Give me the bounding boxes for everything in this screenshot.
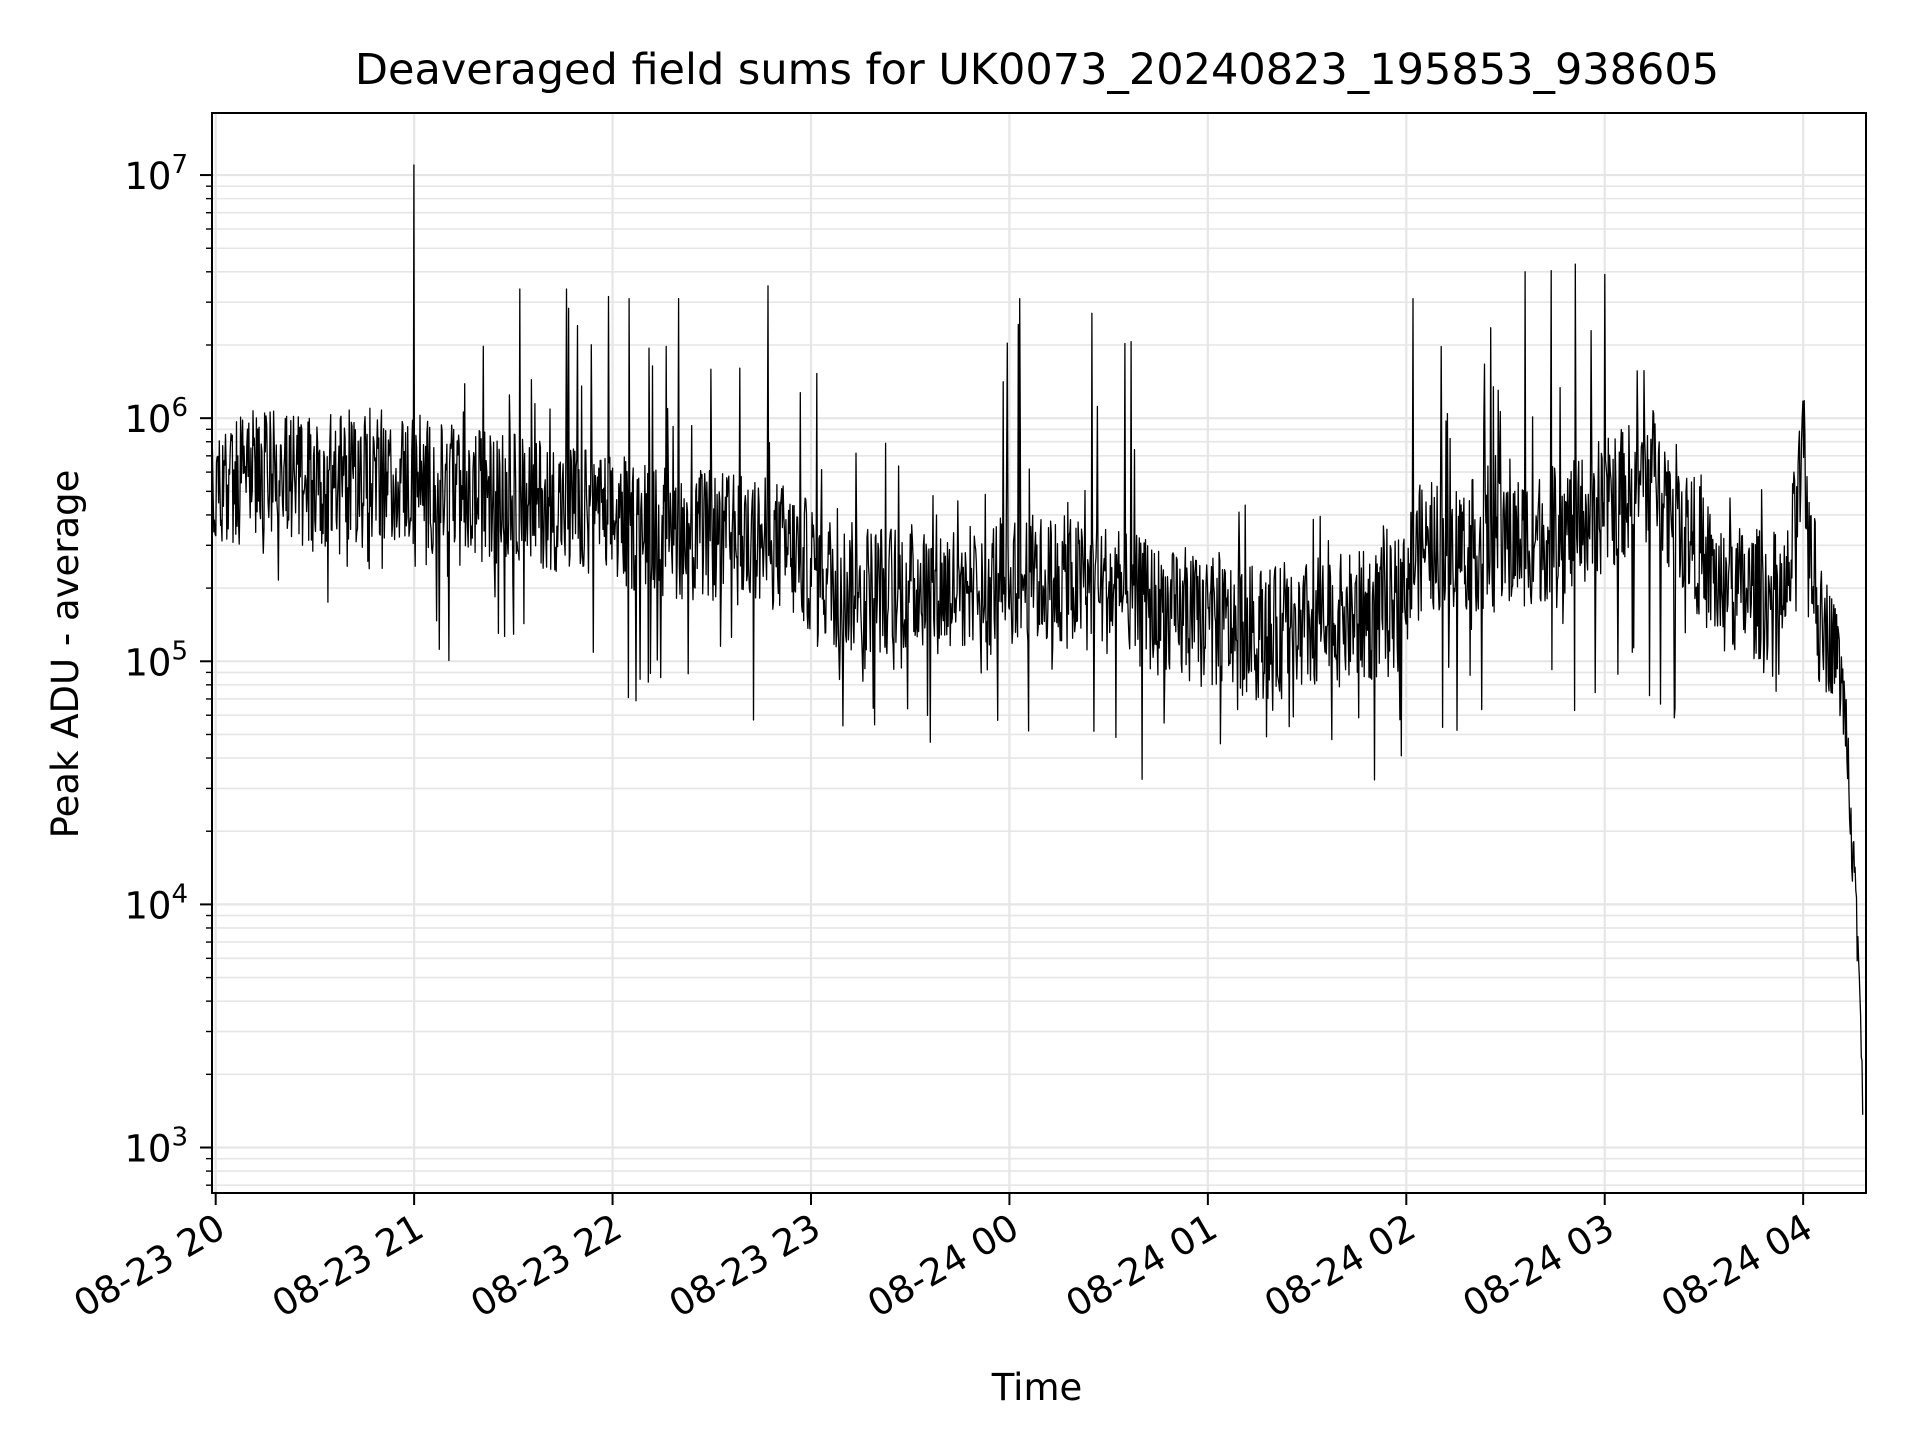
plot-frame xyxy=(211,112,1867,1194)
y-tick-label: 106 xyxy=(124,393,188,441)
chart-title: Deaveraged field sums for UK0073_2024082… xyxy=(355,45,1719,95)
y-tick-label: 104 xyxy=(124,879,188,927)
y-tick-label: 103 xyxy=(124,1123,188,1171)
grid xyxy=(212,113,1866,1193)
y-axis-label: Peak ADU - average xyxy=(44,470,87,839)
y-tick-label: 107 xyxy=(124,150,188,198)
series-line xyxy=(211,164,1864,1115)
y-tick-label: 105 xyxy=(124,636,188,684)
series-group xyxy=(211,164,1864,1115)
x-axis-label: Time xyxy=(991,1366,1083,1409)
y-axis: 103 104 105 106 107 xyxy=(124,150,212,1186)
